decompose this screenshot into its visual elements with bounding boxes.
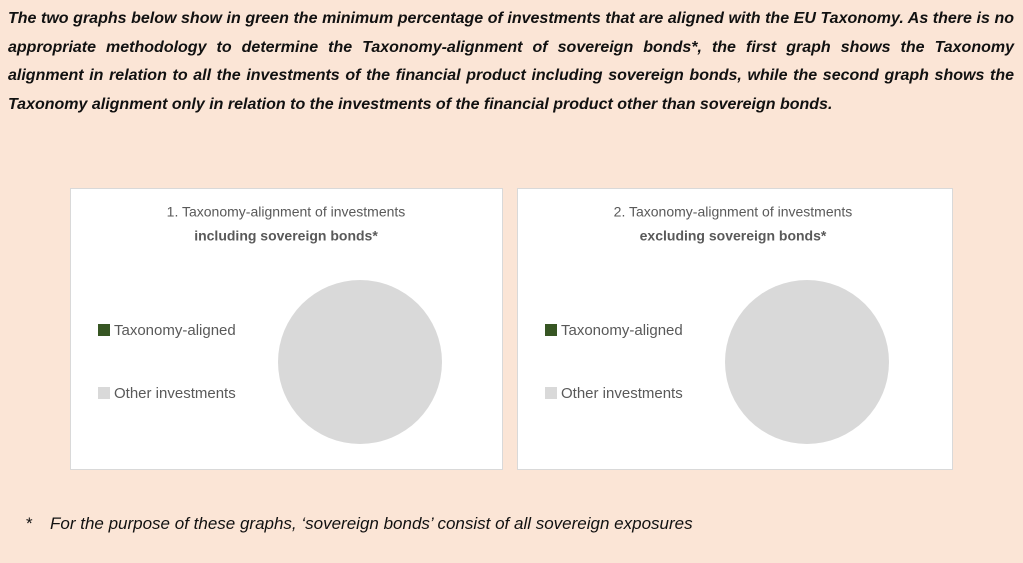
legend-swatch (98, 387, 110, 399)
chart-subtitle: including sovereign bonds* (194, 228, 378, 244)
legend-swatch (98, 324, 110, 336)
intro-text: The two graphs below show in green the m… (8, 10, 1014, 113)
legend-swatch (545, 324, 557, 336)
footnote-text: For the purpose of these graphs, ‘sovere… (50, 514, 693, 533)
chart-title: 1. Taxonomy-alignment of investments (167, 204, 406, 220)
footnote: * For the purpose of these graphs, ‘sover… (26, 514, 693, 534)
pie-slice (725, 280, 889, 444)
legend-label: Taxonomy-aligned (114, 322, 236, 339)
pie-slice (278, 280, 442, 444)
chart-title: 2. Taxonomy-alignment of investments (614, 204, 853, 220)
chart-subtitle: excluding sovereign bonds* (640, 228, 827, 244)
legend-label: Other investments (561, 385, 683, 402)
charts: 1. Taxonomy-alignment of investments incl… (70, 188, 953, 470)
legend-label: Other investments (114, 385, 236, 402)
footnote-marker: * (26, 514, 33, 533)
legend-swatch (545, 387, 557, 399)
legend-label: Taxonomy-aligned (561, 322, 683, 339)
